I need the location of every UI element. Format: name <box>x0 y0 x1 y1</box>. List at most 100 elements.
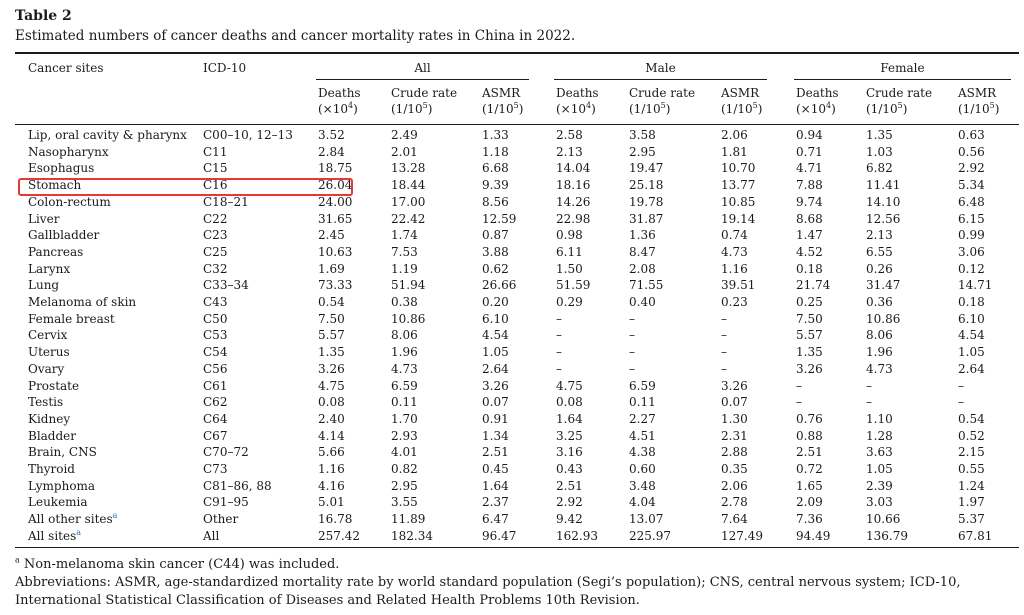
abbreviations-note: Abbreviations: ASMR, age-standardized mo… <box>15 575 961 608</box>
cell-value: 11.41 <box>866 178 901 193</box>
cell-value: 3.48 <box>629 478 656 493</box>
cell-value: 182.34 <box>391 528 433 543</box>
cell-cancer-site: Kidney <box>28 411 71 426</box>
cell-value: 14.04 <box>556 161 591 176</box>
footnote-text: Non-melanoma skin cancer (C44) was inclu… <box>19 557 340 572</box>
cell-cancer-site: Ovary <box>28 361 65 376</box>
cell-value: 73.33 <box>318 278 353 293</box>
cell-value: 5.37 <box>958 512 985 527</box>
cell-value: 2.92 <box>958 161 985 176</box>
subheader-asmr: ASMR (1/105) <box>958 86 1000 116</box>
cell-value: 0.54 <box>318 295 345 309</box>
table-row: Larynx C32 1.69 1.19 0.62 1.50 2.08 1.16 0.18 0.2… <box>0 261 1024 278</box>
cell-value: 3.16 <box>556 445 583 460</box>
cell-value: 13.28 <box>391 161 426 176</box>
cell-value: 0.29 <box>556 295 583 309</box>
cell-value: 6.48 <box>958 194 985 209</box>
table-row: Stomach C16 26.04 18.44 9.39 18.16 25.18 13.77 7… <box>0 177 1024 194</box>
cell-value: 1.65 <box>796 478 823 493</box>
cell-icd10: C32 <box>203 261 228 276</box>
table-row: Testis C62 0.08 0.11 0.07 0.08 0.11 0.07 – – – <box>0 394 1024 411</box>
cell-value: 0.74 <box>721 228 748 243</box>
cell-value: 1.03 <box>866 144 893 159</box>
cell-value: 4.16 <box>318 478 345 493</box>
cell-icd10: C56 <box>203 361 228 376</box>
cell-value: – <box>629 311 635 326</box>
cell-value: 5.57 <box>318 328 345 343</box>
cell-value: – <box>721 345 727 360</box>
cell-value: 1.47 <box>796 228 823 243</box>
cell-value: 4.54 <box>958 328 985 343</box>
cell-value: 18.16 <box>556 178 591 193</box>
cell-icd10: C23 <box>203 228 228 243</box>
group-header-male: Male <box>645 61 676 75</box>
cell-value: – <box>866 378 872 393</box>
cell-value: 6.59 <box>629 378 656 393</box>
cell-cancer-site: Prostate <box>28 378 80 393</box>
cell-value: 9.74 <box>796 194 823 209</box>
cell-value: 0.11 <box>629 395 656 410</box>
cell-value: 0.12 <box>958 261 985 276</box>
cell-value: 1.05 <box>482 345 509 360</box>
cell-value: 4.04 <box>629 495 656 510</box>
cell-value: 10.86 <box>866 311 901 326</box>
cell-value: 1.64 <box>556 411 583 426</box>
cell-icd10: C62 <box>203 395 228 410</box>
cell-value: 4.75 <box>556 378 583 393</box>
table-row: Lymphoma C81–86, 88 4.16 2.95 1.64 2.51 3.48 2.… <box>0 478 1024 495</box>
cell-cancer-site: Lymphoma <box>28 478 96 493</box>
cell-value: 18.75 <box>318 161 353 176</box>
cell-value: 4.75 <box>318 378 345 393</box>
cell-value: 3.58 <box>629 128 656 142</box>
cell-value: – <box>556 345 562 360</box>
header-icd10: ICD-10 <box>203 61 247 75</box>
header-rule <box>15 124 1019 125</box>
cell-value: 6.10 <box>958 311 985 326</box>
cell-value: 7.53 <box>391 244 418 259</box>
cell-value: 14.71 <box>958 278 993 293</box>
cell-value: 10.86 <box>391 311 426 326</box>
cell-cancer-site: Testis <box>28 395 64 410</box>
cell-value: 3.52 <box>318 128 345 142</box>
cell-value: 18.44 <box>391 178 426 193</box>
cell-value: 0.87 <box>482 228 509 243</box>
cell-icd10: C73 <box>203 462 228 476</box>
cell-icd10: C70–72 <box>203 445 249 460</box>
cell-value: – <box>556 361 562 376</box>
bottom-rule <box>15 547 1019 548</box>
table-row: Ovary C56 3.26 4.73 2.64 – – – 3.26 4.73 2.64 <box>0 361 1024 378</box>
cell-value: 0.35 <box>721 462 748 476</box>
cell-value: 0.62 <box>482 261 509 276</box>
cell-value: 25.18 <box>629 178 664 193</box>
cell-value: 1.97 <box>958 495 985 510</box>
group-header-all: All <box>414 61 431 75</box>
cell-value: 2.27 <box>629 411 656 426</box>
subheader-deaths: Deaths (×104) <box>318 86 361 116</box>
cell-value: 0.45 <box>482 462 509 476</box>
cell-icd10: C16 <box>203 178 228 193</box>
table-row: Leukemia C91–95 5.01 3.55 2.37 2.92 4.04 2.78 2.… <box>0 494 1024 511</box>
cell-value: 2.64 <box>958 361 985 376</box>
cell-value: 1.28 <box>866 428 893 443</box>
cell-value: 0.08 <box>556 395 583 410</box>
cell-value: 12.56 <box>866 211 901 226</box>
footnote: a Non-melanoma skin cancer (C44) was inc… <box>15 556 339 574</box>
cell-value: 2.40 <box>318 411 345 426</box>
cell-value: 225.97 <box>629 528 671 543</box>
cell-value: 3.26 <box>721 378 748 393</box>
cell-value: 2.51 <box>556 478 583 493</box>
cell-cancer-site: All sitesa <box>28 527 82 543</box>
cell-cancer-site: Lip, oral cavity & pharynx <box>28 128 187 142</box>
cell-cancer-site: Brain, CNS <box>28 445 97 460</box>
cell-value: 51.94 <box>391 278 426 293</box>
cell-value: 21.74 <box>796 278 831 293</box>
group-underline-all <box>316 79 529 80</box>
cell-value: 2.95 <box>629 144 656 159</box>
cell-value: 14.10 <box>866 194 901 209</box>
cell-value: 1.10 <box>866 411 893 426</box>
cell-value: 39.51 <box>721 278 756 293</box>
cell-value: 5.57 <box>796 328 823 343</box>
cell-value: 96.47 <box>482 528 517 543</box>
cell-value: 14.26 <box>556 194 591 209</box>
cell-value: 16.78 <box>318 512 353 527</box>
